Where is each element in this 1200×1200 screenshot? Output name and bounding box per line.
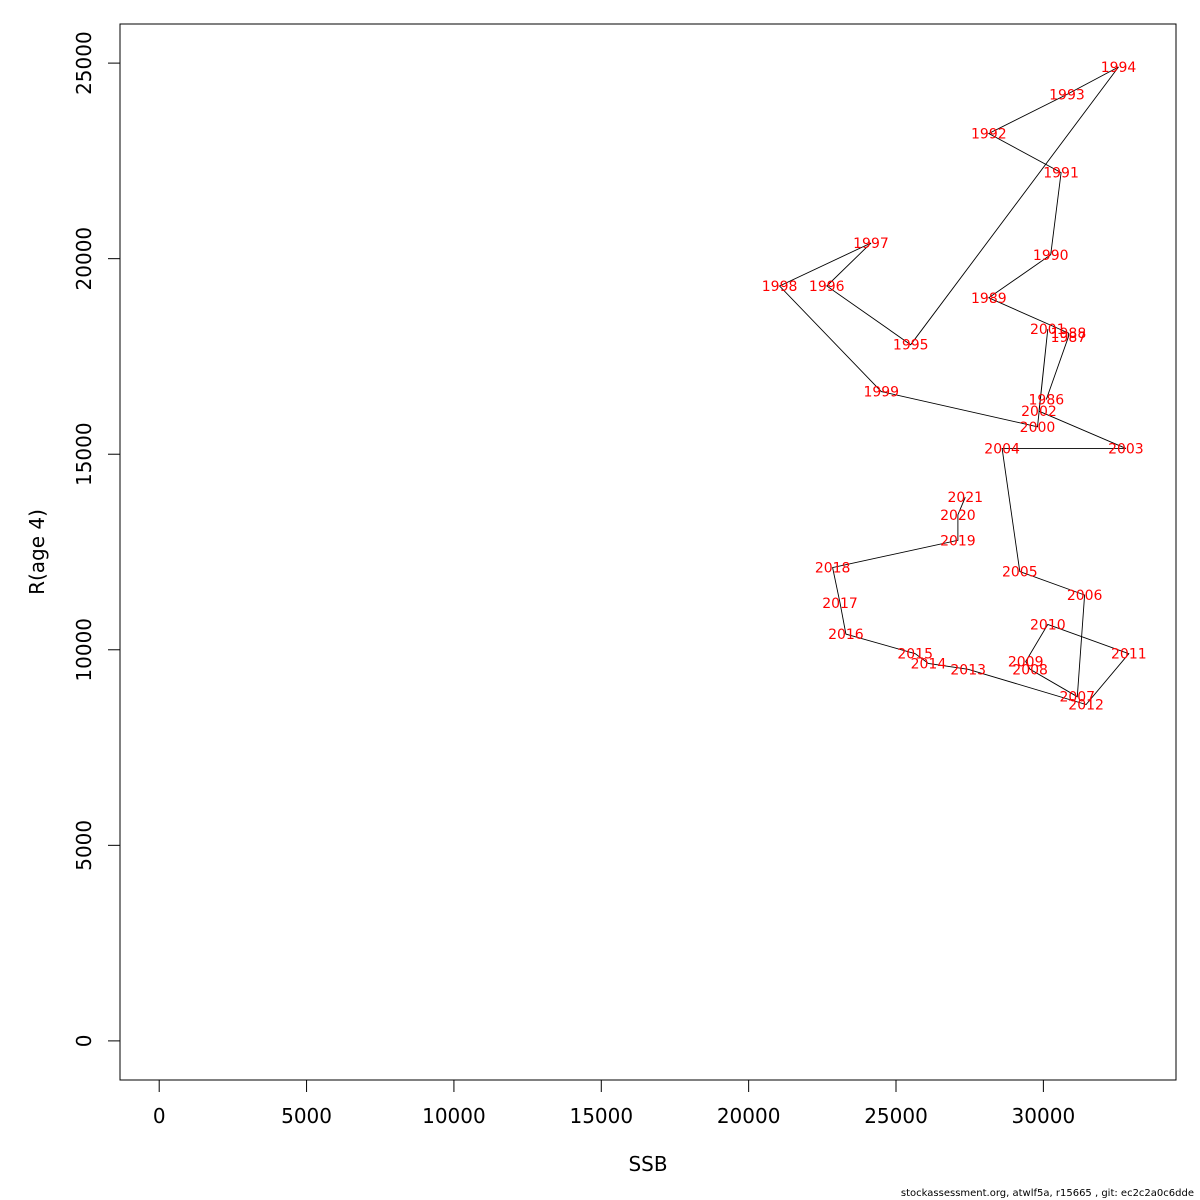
footer-credit: stockassessment.org, atwlf5a, r15665 , g…: [900, 1188, 1194, 1199]
year-label-1991: 1991: [1043, 166, 1079, 182]
x-tick-label: 5000: [281, 1104, 332, 1128]
y-tick-label: 15000: [72, 422, 96, 486]
year-label-2009: 2009: [1008, 655, 1044, 671]
x-axis-title: SSB: [628, 1152, 667, 1176]
year-label-2018: 2018: [815, 561, 851, 577]
x-tick-label: 0: [153, 1104, 166, 1128]
year-label-2008: 2008: [1012, 662, 1048, 678]
year-label-2010: 2010: [1030, 617, 1066, 633]
year-label-2004: 2004: [984, 441, 1020, 457]
x-tick-label: 15000: [569, 1104, 633, 1128]
year-label-2021: 2021: [947, 490, 983, 506]
year-label-2014: 2014: [911, 656, 947, 672]
x-tick-label: 10000: [422, 1104, 486, 1128]
year-label-1994: 1994: [1101, 60, 1137, 76]
year-label-1998: 1998: [762, 279, 798, 295]
year-label-2002: 2002: [1021, 404, 1057, 420]
year-label-2003: 2003: [1108, 441, 1144, 457]
year-label-2012: 2012: [1068, 698, 1104, 714]
year-label-2001: 2001: [1030, 322, 1066, 338]
year-label-2016: 2016: [828, 627, 864, 643]
plot-frame: [119, 23, 1177, 1081]
y-tick-label: 10000: [72, 618, 96, 682]
year-label-2017: 2017: [822, 596, 858, 612]
year-label-1988: 1988: [1051, 326, 1087, 342]
y-axis: 0 5000 10000 15000 20000 25000: [72, 31, 121, 1048]
x-tick-label: 30000: [1012, 1104, 1076, 1128]
year-label-1999: 1999: [863, 385, 899, 401]
x-tick-label: 25000: [864, 1104, 928, 1128]
trajectory-line: [778, 66, 1130, 706]
year-label-2011: 2011: [1111, 647, 1147, 663]
year-label-2013: 2013: [950, 662, 986, 678]
year-label-2007: 2007: [1059, 690, 1095, 706]
y-tick-label: 25000: [72, 31, 96, 95]
y-axis-title: R(age 4): [25, 509, 49, 595]
y-tick-label: 20000: [72, 227, 96, 291]
year-label-1989: 1989: [971, 291, 1007, 307]
y-tick-label: 5000: [72, 820, 96, 871]
y-tick-label: 0: [72, 1035, 96, 1048]
year-label-2006: 2006: [1067, 588, 1103, 604]
year-label-1986: 1986: [1029, 392, 1065, 408]
year-label-2020: 2020: [940, 508, 976, 524]
x-axis: 0 5000 10000 15000 20000 25000 30000: [153, 1079, 1076, 1128]
year-label-1997: 1997: [853, 236, 889, 252]
year-label-1987: 1987: [1051, 330, 1087, 346]
year-label-1995: 1995: [893, 338, 929, 354]
year-label-1990: 1990: [1033, 248, 1069, 264]
year-label-1996: 1996: [809, 279, 845, 295]
year-label-2015: 2015: [897, 647, 933, 663]
year-label-2019: 2019: [940, 533, 976, 549]
year-label-2005: 2005: [1002, 565, 1038, 581]
recruitment-trajectory: [778, 66, 1130, 706]
year-label-2000: 2000: [1020, 420, 1056, 436]
year-label-1992: 1992: [971, 127, 1007, 143]
x-tick-label: 20000: [717, 1104, 781, 1128]
year-label-1993: 1993: [1049, 87, 1085, 103]
